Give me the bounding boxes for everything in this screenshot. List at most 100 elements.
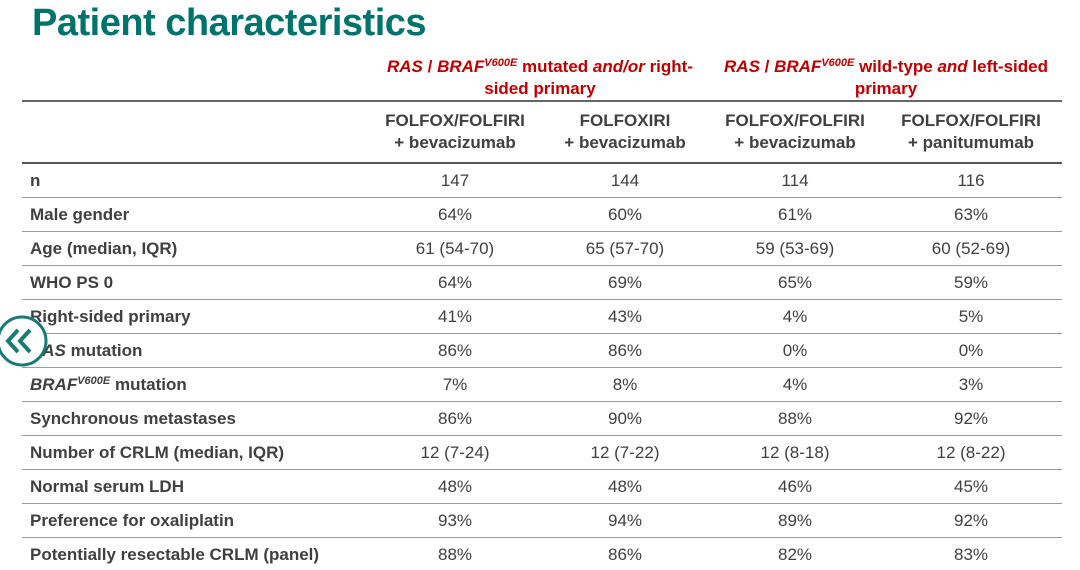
text-run: BRAF [437,57,485,76]
column-header-row: FOLFOX/FOLFIRI + bevacizumab FOLFOXIRI + be… [22,101,1063,164]
text-run: Male gender [30,204,130,224]
text-run: right-sided primary [484,57,693,98]
cell-value: 92% [880,401,1063,436]
row-label: Normal serum LDH [22,469,370,504]
row-label: Male gender [22,197,370,232]
cell-value: 65 (57-70) [540,231,711,266]
cell-value: 0% [710,333,881,368]
text-run: mutated [517,57,593,76]
text-run: mutation [65,340,143,360]
text-run: wild-type [854,57,938,76]
slide-title: Patient characteristics [32,2,427,44]
group-header-row: RAS / BRAFV600E mutated and/or right-sid… [22,52,1063,102]
cell-value: 3% [880,367,1063,402]
cell-value: 43% [540,299,711,334]
table-row: Preference for oxaliplatin 93% 94% 89% 92% [22,503,1063,538]
cell-value: 92% [880,503,1063,538]
cell-value: 90% [540,401,711,436]
text-run: BRAF [774,57,822,76]
text-run: n [30,170,41,190]
cell-value: 63% [880,197,1063,232]
cell-value: 64% [370,265,540,300]
cell-value: 61% [710,197,881,232]
row-label: Number of CRLM (median, IQR) [22,435,370,470]
table-row: Synchronous metastases 86% 90% 88% 92% [22,401,1063,436]
column-header: FOLFOX/FOLFIRI + panitumumab [880,101,1063,164]
cell-value: 147 [370,163,540,198]
cell-value: 82% [710,537,881,570]
cell-value: 7% [370,367,540,402]
empty-cell [22,101,370,164]
cell-value: 69% [540,265,711,300]
table-row: Number of CRLM (median, IQR) 12 (7-24) 12 … [22,435,1063,470]
table-row: Normal serum LDH 48% 48% 46% 45% [22,469,1063,504]
row-label: RAS mutation [22,333,370,368]
text-run: RAS [724,57,760,76]
cell-value: 86% [370,401,540,436]
collapse-button[interactable] [0,314,50,368]
cell-value: 64% [370,197,540,232]
text-run: Synchronous metastases [30,408,236,428]
cell-value: 59% [880,265,1063,300]
row-label: Synchronous metastases [22,401,370,436]
row-label: Right-sided primary [22,299,370,334]
text-run: left-sided primary [854,57,1048,98]
text-run: Age (median, IQR) [30,238,178,258]
text-run: Potentially resectable CRLM (panel) [30,544,320,564]
cell-value: 116 [880,163,1063,198]
row-label: Age (median, IQR) [22,231,370,266]
cell-value: 60% [540,197,711,232]
text-run: and/or [592,57,645,76]
row-label: BRAFV600E mutation [22,367,370,402]
cell-value: 61 (54-70) [370,231,540,266]
chevron [17,328,32,354]
cell-value: 0% [880,333,1063,368]
row-label: Preference for oxaliplatin [22,503,370,538]
cell-value: 94% [540,503,711,538]
cell-value: 88% [370,537,540,570]
cell-value: 5% [880,299,1063,334]
cell-value: 41% [370,299,540,334]
text-run: / [422,57,438,76]
cell-value: 8% [540,367,711,402]
cell-value: 45% [880,469,1063,504]
text-run: V600E [484,57,518,69]
button-ring [0,315,48,367]
cell-value: 93% [370,503,540,538]
table-row: WHO PS 0 64% 69% 65% 59% [22,265,1063,300]
table-row: Potentially resectable CRLM (panel) 88% 86… [22,537,1063,570]
cell-value: 89% [710,503,881,538]
text-run: Right-sided primary [30,306,191,326]
text-run: V600E [77,374,111,387]
header-line: FOLFOX/FOLFIRI [901,111,1041,130]
chevron [5,328,20,354]
text-run: / [759,57,775,76]
empty-cell [22,52,370,102]
cell-value: 86% [540,537,711,570]
group-header: RAS / BRAFV600E mutated and/or right-sid… [370,52,711,102]
header-line: FOLFOXIRI [579,111,671,130]
cell-value: 46% [710,469,881,504]
text-run: and [937,57,968,76]
header-line: FOLFOX/FOLFIRI [725,111,865,130]
cell-value: 59 (53-69) [710,231,881,266]
cell-value: 12 (8-18) [710,435,881,470]
header-line: + bevacizumab [734,133,856,152]
row-label: Potentially resectable CRLM (panel) [22,537,370,570]
header-line: + bevacizumab [394,133,516,152]
table-row: RAS mutation 86% 86% 0% 0% [22,333,1063,368]
cell-value: 4% [710,299,881,334]
cell-value: 60 (52-69) [880,231,1063,266]
text-run: Normal serum LDH [30,476,184,496]
cell-value: 88% [710,401,881,436]
group-header: RAS / BRAFV600E wild-type and left-sided… [710,52,1063,102]
cell-value: 4% [710,367,881,402]
row-label: n [22,163,370,198]
cell-value: 114 [710,163,881,198]
text-run: mutation [110,374,187,394]
text-run: WHO PS 0 [30,272,114,292]
header-line: FOLFOX/FOLFIRI [385,111,525,130]
table-row: Male gender 64% 60% 61% 63% [22,197,1063,232]
cell-value: 86% [540,333,711,368]
cell-value: 65% [710,265,881,300]
